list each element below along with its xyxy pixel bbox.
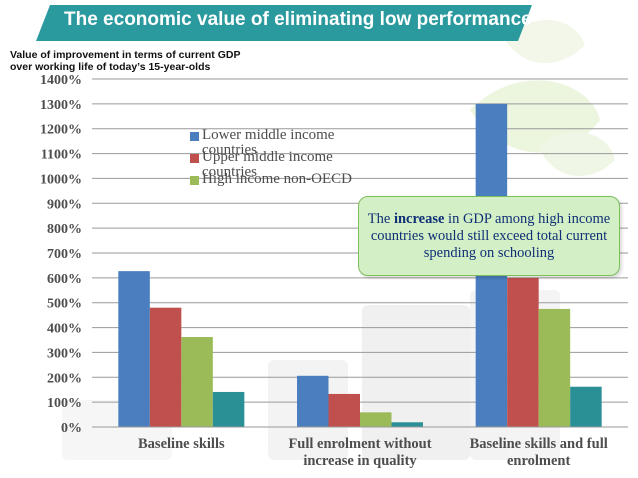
- legend-swatch-lower-middle: [190, 132, 199, 141]
- callout-text-end: in GDP among high income countries would…: [370, 211, 611, 261]
- bar: [538, 308, 571, 427]
- slide-title: The economic value of eliminating low pe…: [64, 9, 532, 30]
- legend-item-lower-middle: Lower middle income countries: [190, 128, 390, 158]
- chart-legend: Lower middle income countries Upper midd…: [190, 128, 390, 194]
- y-tick-label: 1100%: [41, 148, 82, 163]
- y-tick-label: 1400%: [40, 73, 82, 88]
- legend-item-high-income-non-oecd: High income non-OECD: [190, 172, 390, 194]
- y-tick-label: 500%: [47, 297, 82, 312]
- y-axis-description-line-2: over working life of today’s 15-year-old…: [10, 61, 211, 73]
- bar: [391, 422, 423, 427]
- x-category-label: Baseline skills and full: [470, 436, 608, 452]
- x-category-label: Baseline skills: [138, 436, 225, 452]
- bar: [570, 386, 602, 427]
- bar: [118, 271, 150, 427]
- legend-swatch-upper-middle: [190, 154, 199, 163]
- callout-text-start: The: [367, 211, 394, 227]
- callout-emphasis: increase: [393, 211, 445, 227]
- y-tick-label: 400%: [47, 322, 82, 337]
- y-tick-label: 1200%: [40, 123, 82, 138]
- y-tick-label: 800%: [47, 222, 82, 237]
- y-tick-label: 1000%: [40, 172, 82, 187]
- y-tick-label: 300%: [47, 346, 82, 361]
- y-tick-label: 600%: [47, 272, 82, 287]
- legend-label-lower-middle: Lower middle income countries: [202, 127, 335, 158]
- legend-swatch-high-income-non-oecd: [190, 176, 199, 185]
- bar: [149, 307, 182, 427]
- y-axis-description: Value of improvement in terms of current…: [10, 49, 240, 73]
- y-tick-label: 100%: [47, 396, 82, 411]
- y-tick-label: 0%: [61, 421, 82, 436]
- y-tick-label: 1300%: [40, 98, 82, 113]
- y-tick-label: 900%: [47, 197, 82, 212]
- legend-label-upper-middle: Upper middle income countries: [202, 149, 333, 180]
- bar: [297, 375, 329, 427]
- y-tick-label: 700%: [47, 247, 82, 262]
- callout-box: The increase in GDP among high income co…: [358, 196, 620, 276]
- x-category-label: Full enrolment without: [288, 436, 431, 452]
- legend-label-high-income-non-oecd: High income non-OECD: [202, 171, 352, 187]
- legend-item-upper-middle: Upper middle income countries: [190, 150, 390, 180]
- bar: [328, 393, 360, 427]
- bar: [181, 337, 213, 427]
- bar: [212, 391, 245, 427]
- x-category-label: enrolment: [507, 453, 571, 469]
- y-axis-description-line-1: Value of improvement in terms of current…: [10, 49, 241, 61]
- bar: [507, 277, 539, 427]
- bar: [360, 412, 392, 427]
- x-category-label: increase in quality: [303, 453, 417, 469]
- title-banner: [36, 5, 532, 41]
- y-tick-label: 200%: [47, 371, 82, 386]
